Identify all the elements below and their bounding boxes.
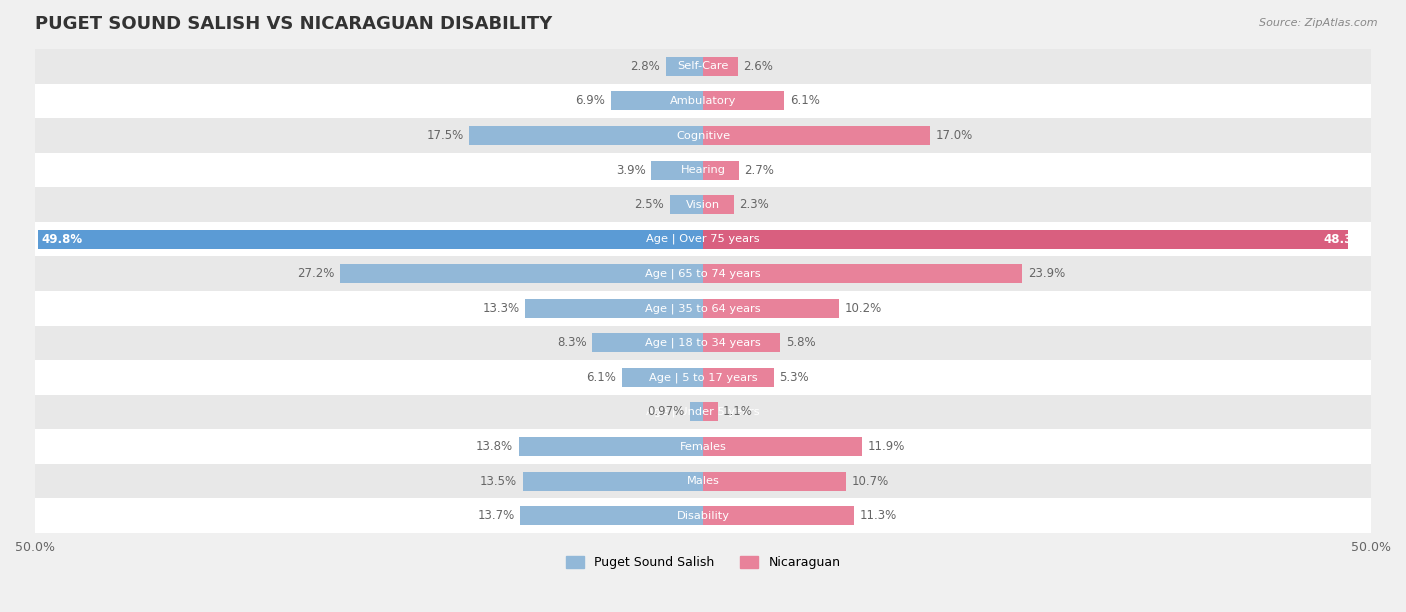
Text: Vision: Vision (686, 200, 720, 210)
Text: 13.5%: 13.5% (481, 474, 517, 488)
Bar (703, 91, 785, 110)
Text: Hearing: Hearing (681, 165, 725, 175)
Text: 11.9%: 11.9% (868, 440, 904, 453)
Text: 2.8%: 2.8% (630, 60, 661, 73)
Text: 13.7%: 13.7% (478, 509, 515, 522)
Bar (340, 264, 703, 283)
Text: 13.8%: 13.8% (477, 440, 513, 453)
Text: Cognitive: Cognitive (676, 130, 730, 141)
Bar (470, 126, 703, 145)
Text: 17.0%: 17.0% (935, 129, 973, 142)
Text: 0.97%: 0.97% (647, 406, 685, 419)
Text: 17.5%: 17.5% (426, 129, 464, 142)
Bar (669, 195, 703, 214)
Text: 49.8%: 49.8% (42, 233, 83, 245)
Bar (35, 360, 1371, 395)
Bar (592, 334, 703, 353)
Bar (703, 299, 839, 318)
Bar (703, 126, 931, 145)
Bar (621, 368, 703, 387)
Bar (703, 506, 853, 525)
Bar (35, 49, 1371, 84)
Bar (690, 403, 703, 422)
Text: 23.9%: 23.9% (1028, 267, 1064, 280)
Bar (610, 91, 703, 110)
Text: 5.8%: 5.8% (786, 337, 815, 349)
Text: Age | Over 75 years: Age | Over 75 years (647, 234, 759, 244)
Text: 3.9%: 3.9% (616, 163, 645, 177)
Bar (526, 299, 703, 318)
Text: Ambulatory: Ambulatory (669, 96, 737, 106)
Bar (703, 472, 846, 491)
Bar (35, 464, 1371, 498)
Bar (703, 230, 1348, 248)
Bar (35, 84, 1371, 118)
Text: 27.2%: 27.2% (297, 267, 335, 280)
Text: Source: ZipAtlas.com: Source: ZipAtlas.com (1260, 18, 1378, 28)
Text: Age | 18 to 34 years: Age | 18 to 34 years (645, 338, 761, 348)
Text: Males: Males (686, 476, 720, 486)
Text: Age | 5 to 17 years: Age | 5 to 17 years (648, 372, 758, 382)
Bar (703, 403, 717, 422)
Bar (35, 429, 1371, 464)
Text: 6.1%: 6.1% (790, 94, 820, 108)
Bar (703, 334, 780, 353)
Text: 8.3%: 8.3% (557, 337, 586, 349)
Text: 5.3%: 5.3% (779, 371, 808, 384)
Text: 2.7%: 2.7% (744, 163, 775, 177)
Text: 48.3%: 48.3% (1323, 233, 1364, 245)
Bar (35, 222, 1371, 256)
Text: 11.3%: 11.3% (859, 509, 897, 522)
Bar (35, 153, 1371, 187)
Text: Disability: Disability (676, 510, 730, 521)
Bar (703, 368, 773, 387)
Bar (35, 291, 1371, 326)
Text: 2.5%: 2.5% (634, 198, 664, 211)
Text: 10.7%: 10.7% (851, 474, 889, 488)
Bar (703, 437, 862, 456)
Text: 2.3%: 2.3% (740, 198, 769, 211)
Bar (703, 264, 1022, 283)
Bar (519, 437, 703, 456)
Bar (703, 160, 740, 179)
Bar (35, 187, 1371, 222)
Bar (35, 118, 1371, 153)
Bar (35, 395, 1371, 429)
Text: 10.2%: 10.2% (845, 302, 882, 315)
Bar (665, 57, 703, 76)
Text: 1.1%: 1.1% (723, 406, 754, 419)
Text: 2.6%: 2.6% (744, 60, 773, 73)
Legend: Puget Sound Salish, Nicaraguan: Puget Sound Salish, Nicaraguan (561, 551, 845, 574)
Text: PUGET SOUND SALISH VS NICARAGUAN DISABILITY: PUGET SOUND SALISH VS NICARAGUAN DISABIL… (35, 15, 553, 33)
Text: 6.1%: 6.1% (586, 371, 616, 384)
Bar (520, 506, 703, 525)
Bar (35, 256, 1371, 291)
Text: 13.3%: 13.3% (482, 302, 520, 315)
Bar (35, 326, 1371, 360)
Text: Age | 65 to 74 years: Age | 65 to 74 years (645, 269, 761, 279)
Bar (651, 160, 703, 179)
Bar (703, 57, 738, 76)
Text: 6.9%: 6.9% (575, 94, 606, 108)
Bar (523, 472, 703, 491)
Text: Age | 35 to 64 years: Age | 35 to 64 years (645, 303, 761, 313)
Text: Females: Females (679, 441, 727, 452)
Text: Self-Care: Self-Care (678, 61, 728, 72)
Bar (38, 230, 703, 248)
Bar (703, 195, 734, 214)
Text: Age | Under 5 years: Age | Under 5 years (647, 407, 759, 417)
Bar (35, 498, 1371, 533)
